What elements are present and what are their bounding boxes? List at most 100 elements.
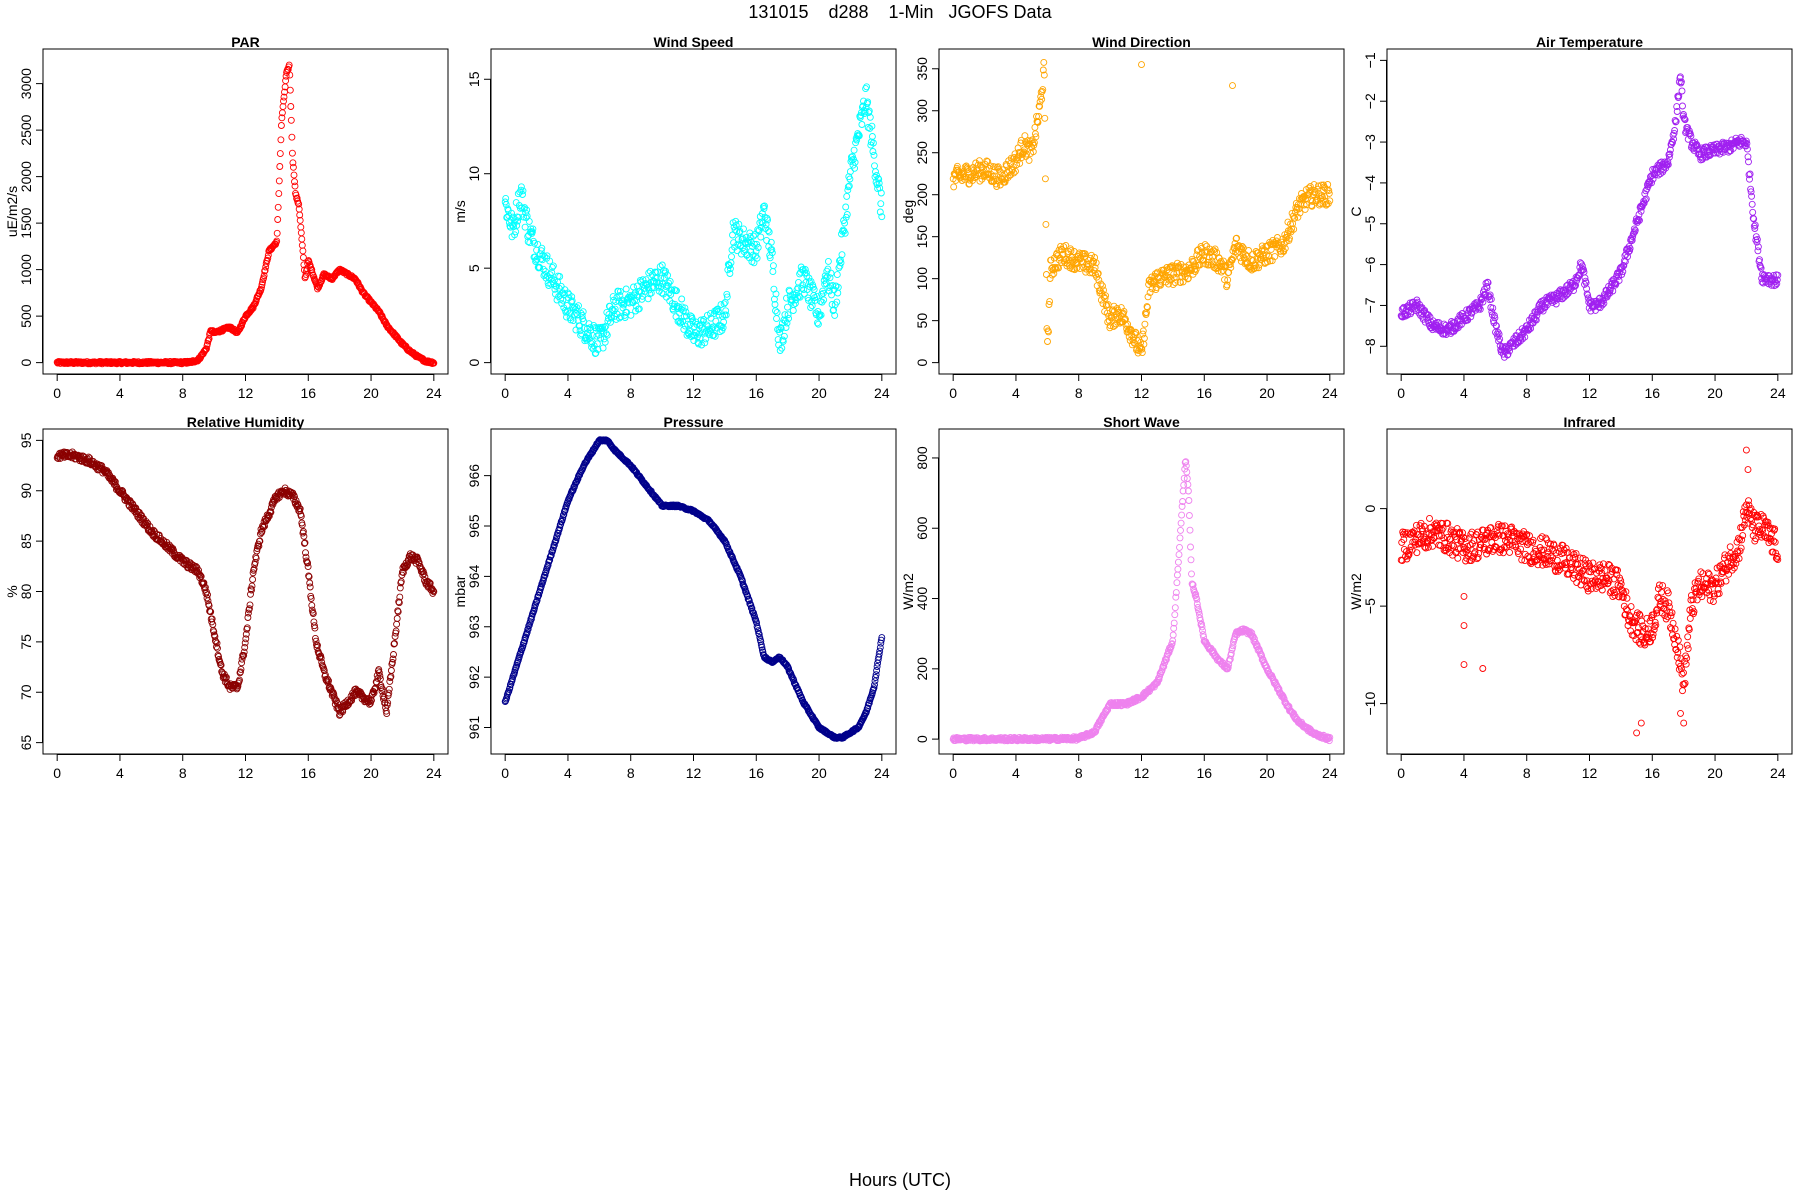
y-tick-label: 200: [914, 183, 930, 207]
data-point: [528, 228, 536, 236]
data-point: [851, 158, 859, 166]
data-point: [722, 311, 730, 319]
x-tick-label: 8: [179, 765, 187, 781]
data-point: [430, 359, 438, 367]
y-tick-label: 300: [914, 99, 930, 123]
data-point: [767, 238, 775, 246]
data-point: [609, 305, 617, 313]
data-point: [1742, 137, 1750, 145]
data-point: [769, 262, 777, 270]
y-tick-label: 0: [914, 359, 930, 367]
data-point: [1038, 95, 1046, 103]
data-point: [1747, 188, 1755, 196]
data-point: [1325, 189, 1333, 197]
y-axis-label: deg: [900, 200, 916, 223]
data-point: [506, 223, 514, 231]
data-point: [1516, 334, 1524, 342]
data-point: [1094, 269, 1102, 277]
x-tick-label: 4: [564, 385, 572, 401]
data-point: [1495, 330, 1503, 338]
data-point: [833, 298, 841, 306]
data-point: [1171, 611, 1179, 619]
data-point: [1016, 159, 1024, 167]
data-point: [1746, 175, 1753, 183]
data-point: [238, 659, 246, 667]
data-point: [1184, 274, 1192, 282]
data-point: [843, 211, 851, 218]
data-point: [1636, 216, 1643, 224]
data-point: [1078, 257, 1085, 265]
data-point: [784, 303, 791, 311]
data-point: [396, 593, 404, 601]
data-point: [601, 338, 609, 346]
data-point: [599, 344, 607, 352]
y-tick-label: −5: [1362, 216, 1378, 232]
data-point: [1169, 631, 1177, 639]
data-point: [256, 287, 264, 295]
data-point: [315, 650, 323, 658]
data-point: [222, 673, 230, 681]
x-tick-label: 24: [1322, 385, 1338, 401]
data-point: [1306, 182, 1314, 190]
data-point: [1300, 201, 1308, 209]
data-point: [780, 332, 788, 340]
data-point: [627, 311, 635, 319]
data-point: [863, 83, 871, 91]
y-tick-label: 963: [466, 615, 482, 639]
data-point: [258, 283, 265, 291]
data-point: [1001, 175, 1008, 183]
data-point: [673, 287, 680, 295]
data-point: [1249, 257, 1257, 265]
data-point: [1706, 152, 1714, 160]
data-point: [279, 103, 287, 111]
data-point: [807, 304, 815, 311]
data-point: [1170, 619, 1178, 627]
data-point: [779, 337, 787, 345]
data-point: [1631, 226, 1639, 234]
data-point: [1092, 728, 1100, 735]
data-point: [1040, 58, 1048, 66]
panel-title: Relative Humidity: [187, 414, 305, 430]
data-point: [759, 219, 767, 227]
y-tick-label: 90: [18, 483, 34, 499]
data-point: [386, 677, 394, 685]
y-tick-label: 500: [18, 304, 34, 328]
data-point: [1476, 305, 1484, 313]
data-point: [980, 171, 988, 179]
data-point: [240, 651, 248, 659]
data-point: [975, 157, 983, 165]
x-tick-label: 4: [116, 765, 124, 781]
data-point: [244, 609, 252, 617]
data-point: [260, 523, 268, 531]
data-point: [741, 585, 749, 593]
data-point: [1626, 245, 1634, 252]
data-point: [273, 229, 281, 237]
data-point: [392, 627, 400, 635]
data-point: [217, 661, 225, 668]
data-point: [664, 271, 672, 279]
data-point: [375, 666, 383, 674]
data-point: [1486, 291, 1494, 299]
data-point: [385, 685, 393, 693]
data-point: [299, 528, 307, 535]
data-point: [1687, 132, 1695, 140]
data-point: [383, 710, 391, 718]
data-point: [237, 323, 245, 331]
data-point: [700, 316, 708, 323]
data-point: [682, 308, 690, 316]
data-point: [827, 269, 835, 277]
data-point: [556, 273, 564, 280]
data-point: [550, 541, 558, 549]
data-point: [562, 308, 570, 316]
y-tick-label: 600: [914, 516, 930, 540]
x-tick-label: 24: [426, 385, 442, 401]
data-point: [1496, 335, 1504, 343]
y-tick-label: 1500: [18, 207, 34, 238]
data-point: [621, 314, 629, 321]
data-point: [544, 561, 552, 569]
data-point: [1745, 158, 1752, 166]
y-tick-label: 800: [914, 446, 930, 470]
data-point: [248, 586, 255, 594]
data-point: [1656, 159, 1664, 167]
